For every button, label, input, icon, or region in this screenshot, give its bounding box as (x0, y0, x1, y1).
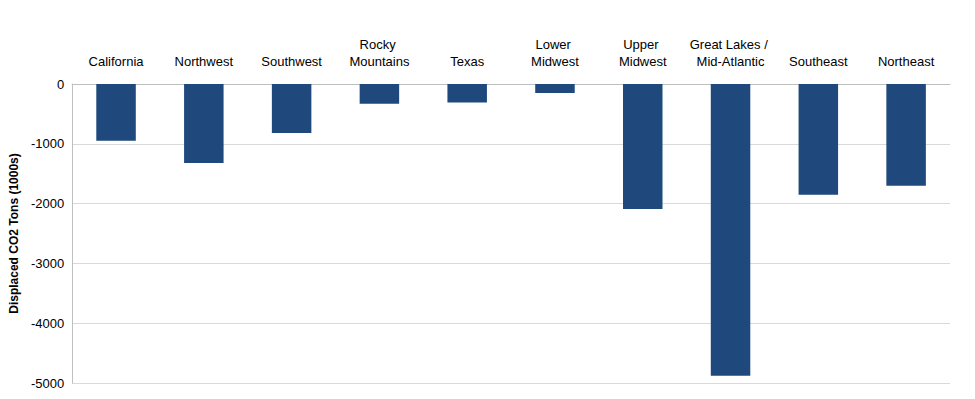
svg-text:Southeast: Southeast (789, 54, 848, 69)
svg-text:-3000: -3000 (31, 256, 64, 271)
svg-text:Midwest: Midwest (619, 54, 667, 69)
svg-text:0: 0 (57, 77, 64, 92)
svg-text:California: California (89, 54, 145, 69)
svg-text:Upper: Upper (623, 37, 662, 52)
svg-text:Displaced CO2 Tons (1000s): Displaced CO2 Tons (1000s) (7, 153, 21, 314)
svg-text:Southwest: Southwest (261, 54, 322, 69)
svg-text:Mid-Atlantic: Mid-Atlantic (697, 54, 765, 69)
svg-text:-4000: -4000 (31, 316, 64, 331)
svg-text:Rocky: Rocky (360, 37, 400, 52)
svg-text:-2000: -2000 (31, 196, 64, 211)
svg-text:-5000: -5000 (31, 376, 64, 391)
svg-text:Northeast: Northeast (878, 54, 935, 69)
svg-text:-1000: -1000 (31, 136, 64, 151)
svg-text:Mountains: Mountains (349, 54, 409, 69)
svg-text:Great Lakes /: Great Lakes / (690, 37, 772, 52)
svg-text:Texas: Texas (450, 54, 484, 69)
svg-text:Lower: Lower (535, 37, 574, 52)
svg-text:Midwest: Midwest (531, 54, 579, 69)
svg-text:Northwest: Northwest (175, 54, 234, 69)
